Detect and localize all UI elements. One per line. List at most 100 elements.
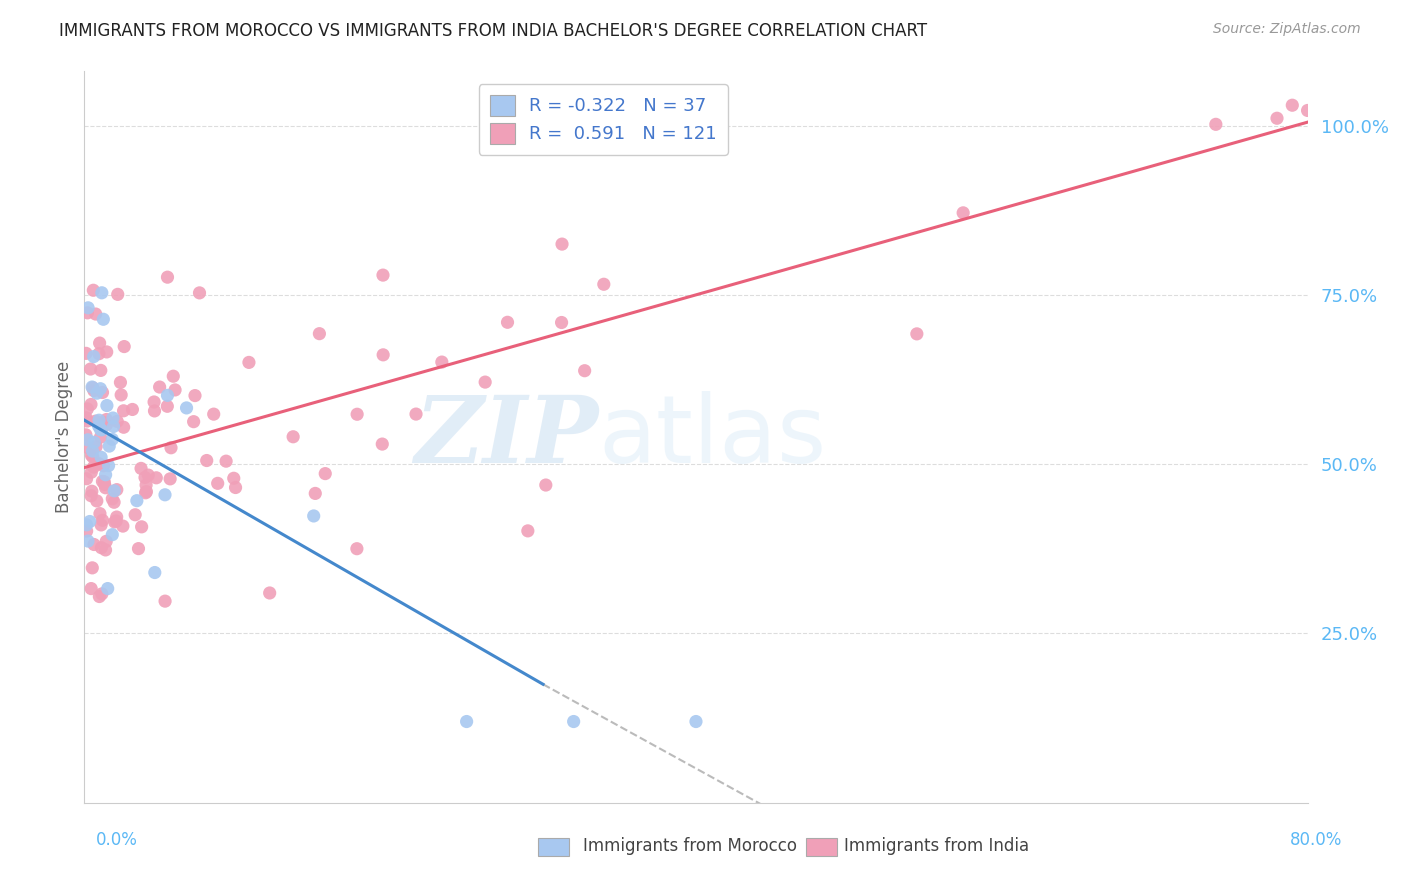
Point (76, 401, 98, 416)
Point (308, 326, 330, 341)
Point (103, 483, 125, 498)
Point (89, 590, 111, 604)
Point (905, 326, 928, 341)
Point (159, 472, 181, 486)
Point (238, 355, 260, 369)
Point (96, 417, 118, 432)
Point (103, 419, 125, 434)
Point (83, 460, 105, 475)
Point (75, 427, 97, 442)
Point (76, 433, 98, 447)
Point (82, 450, 104, 464)
Point (259, 586, 281, 600)
Point (96, 399, 118, 413)
Point (456, 714, 478, 729)
Point (80, 484, 103, 499)
Point (127, 541, 149, 556)
Point (550, 316, 572, 330)
Point (574, 364, 596, 378)
Point (314, 467, 336, 481)
Point (107, 287, 129, 301)
Point (79, 362, 101, 376)
Point (90, 587, 112, 601)
Point (496, 315, 519, 329)
Point (103, 495, 125, 509)
Point (89, 336, 111, 351)
Point (1265, 112, 1288, 126)
Point (1205, 117, 1227, 131)
Point (82, 561, 104, 575)
Point (96, 534, 118, 549)
Point (125, 493, 148, 508)
Point (76, 306, 98, 320)
Point (110, 388, 132, 402)
Point (215, 454, 238, 468)
Point (346, 541, 368, 556)
Point (82, 283, 104, 297)
Point (143, 404, 166, 418)
Point (75, 346, 97, 360)
Point (281, 430, 304, 444)
Point (94, 467, 117, 482)
Point (162, 369, 184, 384)
Point (83, 435, 105, 450)
Point (76, 414, 98, 428)
Point (98, 439, 121, 453)
Point (91, 475, 114, 489)
Point (551, 237, 574, 252)
Text: IMMIGRANTS FROM MOROCCO VS IMMIGRANTS FROM INDIA BACHELOR'S DEGREE CORRELATION C: IMMIGRANTS FROM MOROCCO VS IMMIGRANTS FR… (59, 22, 927, 40)
Point (89, 507, 111, 521)
Point (90, 285, 112, 300)
Point (156, 399, 179, 413)
Point (89, 382, 111, 396)
Point (90, 363, 112, 377)
Point (105, 510, 128, 524)
Point (129, 461, 152, 475)
Point (952, 206, 974, 220)
Point (156, 270, 179, 285)
Point (76, 441, 98, 455)
Point (91, 415, 114, 429)
Text: atlas: atlas (598, 391, 827, 483)
Point (89, 430, 111, 444)
Point (86, 494, 108, 508)
Point (1296, 103, 1319, 118)
Point (84, 414, 107, 428)
Text: Immigrants from India: Immigrants from India (844, 837, 1029, 855)
Point (105, 414, 128, 428)
Point (135, 485, 157, 500)
Text: 0.0%: 0.0% (96, 831, 138, 849)
Point (80, 397, 103, 411)
Point (76, 517, 98, 532)
Point (91, 385, 114, 400)
Point (562, 714, 585, 729)
Point (93, 458, 115, 473)
Point (91, 312, 114, 326)
Point (90, 517, 112, 532)
Point (143, 566, 166, 580)
Point (405, 407, 427, 421)
Point (79, 515, 101, 529)
Point (84, 307, 107, 321)
Point (82, 381, 104, 395)
Point (111, 519, 134, 533)
Point (176, 401, 198, 415)
Point (83, 350, 105, 364)
Point (373, 348, 395, 362)
Point (183, 415, 205, 429)
Point (124, 508, 146, 522)
Point (96, 345, 118, 359)
Point (94, 543, 117, 558)
Point (153, 594, 176, 608)
Point (105, 514, 128, 528)
Point (153, 488, 176, 502)
Point (101, 411, 124, 425)
Point (83, 384, 105, 398)
Point (195, 453, 218, 467)
Text: Source: ZipAtlas.com: Source: ZipAtlas.com (1213, 22, 1361, 37)
Point (135, 478, 157, 492)
Point (304, 486, 326, 500)
Point (105, 483, 128, 497)
Point (534, 478, 557, 492)
Point (302, 508, 325, 523)
